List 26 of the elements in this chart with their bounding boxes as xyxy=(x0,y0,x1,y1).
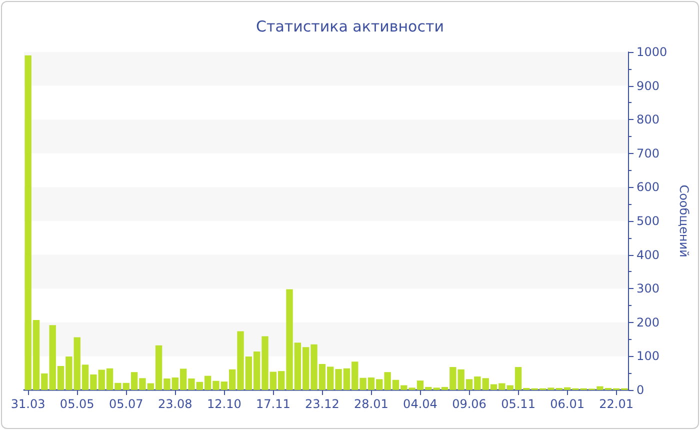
x-tick-label: 23.08 xyxy=(158,397,192,411)
y-axis-title: Сообщений xyxy=(677,184,691,258)
y-tick-label: 700 xyxy=(636,146,660,160)
y-tick-label: 900 xyxy=(636,78,660,93)
x-tick-label: 04.04 xyxy=(403,397,438,411)
y-tick-label: 600 xyxy=(636,180,660,194)
x-tick-label: 22.01 xyxy=(599,397,634,411)
x-tick-label: 31.03 xyxy=(10,397,46,411)
x-tick-label: 09.06 xyxy=(452,397,486,411)
y-tick-label: 100 xyxy=(636,349,660,364)
y-tick-label: 300 xyxy=(636,282,660,296)
x-tick-label: 12.10 xyxy=(206,397,242,411)
x-tick-label: 06.01 xyxy=(550,397,584,411)
x-tick-label: 05.05 xyxy=(60,397,94,411)
x-tick-label: 28.01 xyxy=(354,397,388,411)
y-tick-label: 500 xyxy=(636,214,660,228)
y-tick-label: 800 xyxy=(636,112,660,127)
y-tick-label: 400 xyxy=(636,248,660,262)
y-tick-label: 200 xyxy=(636,315,660,330)
x-tick-label: 23.12 xyxy=(305,397,340,411)
y-tick-label: 1000 xyxy=(636,45,668,59)
x-tick-label: 17.11 xyxy=(256,397,290,411)
y-tick-label: 0 xyxy=(636,383,644,397)
chart-title: Статистика активности xyxy=(256,18,444,36)
x-tick-label: 05.07 xyxy=(108,397,144,411)
x-tick-label: 05.11 xyxy=(501,397,536,411)
